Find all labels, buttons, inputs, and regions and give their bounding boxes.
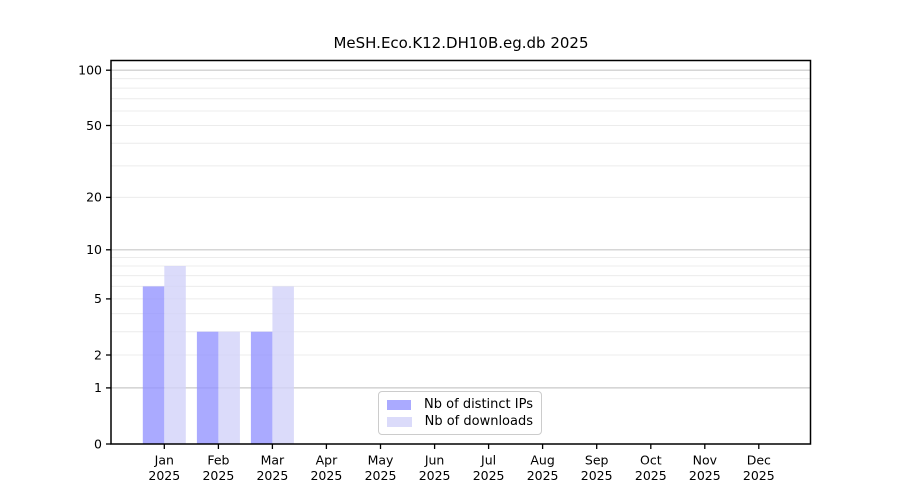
x-month-label: Jun: [424, 453, 445, 468]
y-tick-label: 20: [86, 190, 102, 205]
x-year-label: 2025: [527, 468, 559, 483]
x-month-label: Apr: [316, 453, 338, 468]
legend-swatch-downloads-icon: [387, 416, 412, 427]
x-year-label: 2025: [419, 468, 451, 483]
chart-title: MeSH.Eco.K12.DH10B.eg.db 2025: [333, 34, 589, 52]
y-tick-label: 1: [94, 380, 102, 395]
bar-distinct-ips: [142, 286, 165, 444]
x-month-label: Feb: [207, 453, 229, 468]
bar-distinct-ips: [196, 331, 219, 444]
x-year-label: 2025: [689, 468, 721, 483]
bar-distinct-ips: [250, 331, 273, 444]
legend-label-distinct-ips: Nb of distinct IPs: [424, 397, 533, 412]
y-tick-label: 100: [78, 63, 102, 78]
x-year-label: 2025: [581, 468, 613, 483]
x-year-label: 2025: [310, 468, 342, 483]
bar-downloads: [164, 266, 186, 444]
x-year-label: 2025: [743, 468, 775, 483]
x-year-label: 2025: [635, 468, 667, 483]
y-tick-label: 50: [86, 118, 102, 133]
x-year-label: 2025: [202, 468, 234, 483]
x-month-label: Jul: [480, 453, 496, 468]
legend-label-downloads: Nb of downloads: [424, 414, 533, 429]
x-month-label: Sep: [585, 453, 609, 468]
x-year-label: 2025: [148, 468, 180, 483]
bar-downloads: [218, 331, 240, 444]
x-year-label: 2025: [365, 468, 397, 483]
x-month-label: Dec: [747, 453, 771, 468]
x-month-label: Jan: [154, 453, 174, 468]
x-year-label: 2025: [256, 468, 288, 483]
legend-item-downloads: Nb of downloads: [387, 413, 533, 430]
y-tick-label: 0: [94, 436, 102, 451]
legend-swatch-distinct-ips-icon: [387, 399, 412, 410]
legend-item-distinct-ips: Nb of distinct IPs: [387, 396, 533, 413]
plot-frame: [110, 59, 812, 445]
x-month-label: Nov: [693, 453, 718, 468]
x-year-label: 2025: [473, 468, 505, 483]
y-tick-label: 2: [94, 347, 102, 362]
x-month-label: Aug: [530, 453, 554, 468]
x-month-label: May: [368, 453, 394, 468]
legend: Nb of distinct IPs Nb of downloads: [378, 391, 542, 435]
y-tick-label: 10: [86, 242, 102, 257]
x-month-label: Mar: [261, 453, 285, 468]
bar-downloads: [272, 286, 294, 444]
y-tick-label: 5: [94, 291, 102, 306]
x-month-label: Oct: [640, 453, 662, 468]
